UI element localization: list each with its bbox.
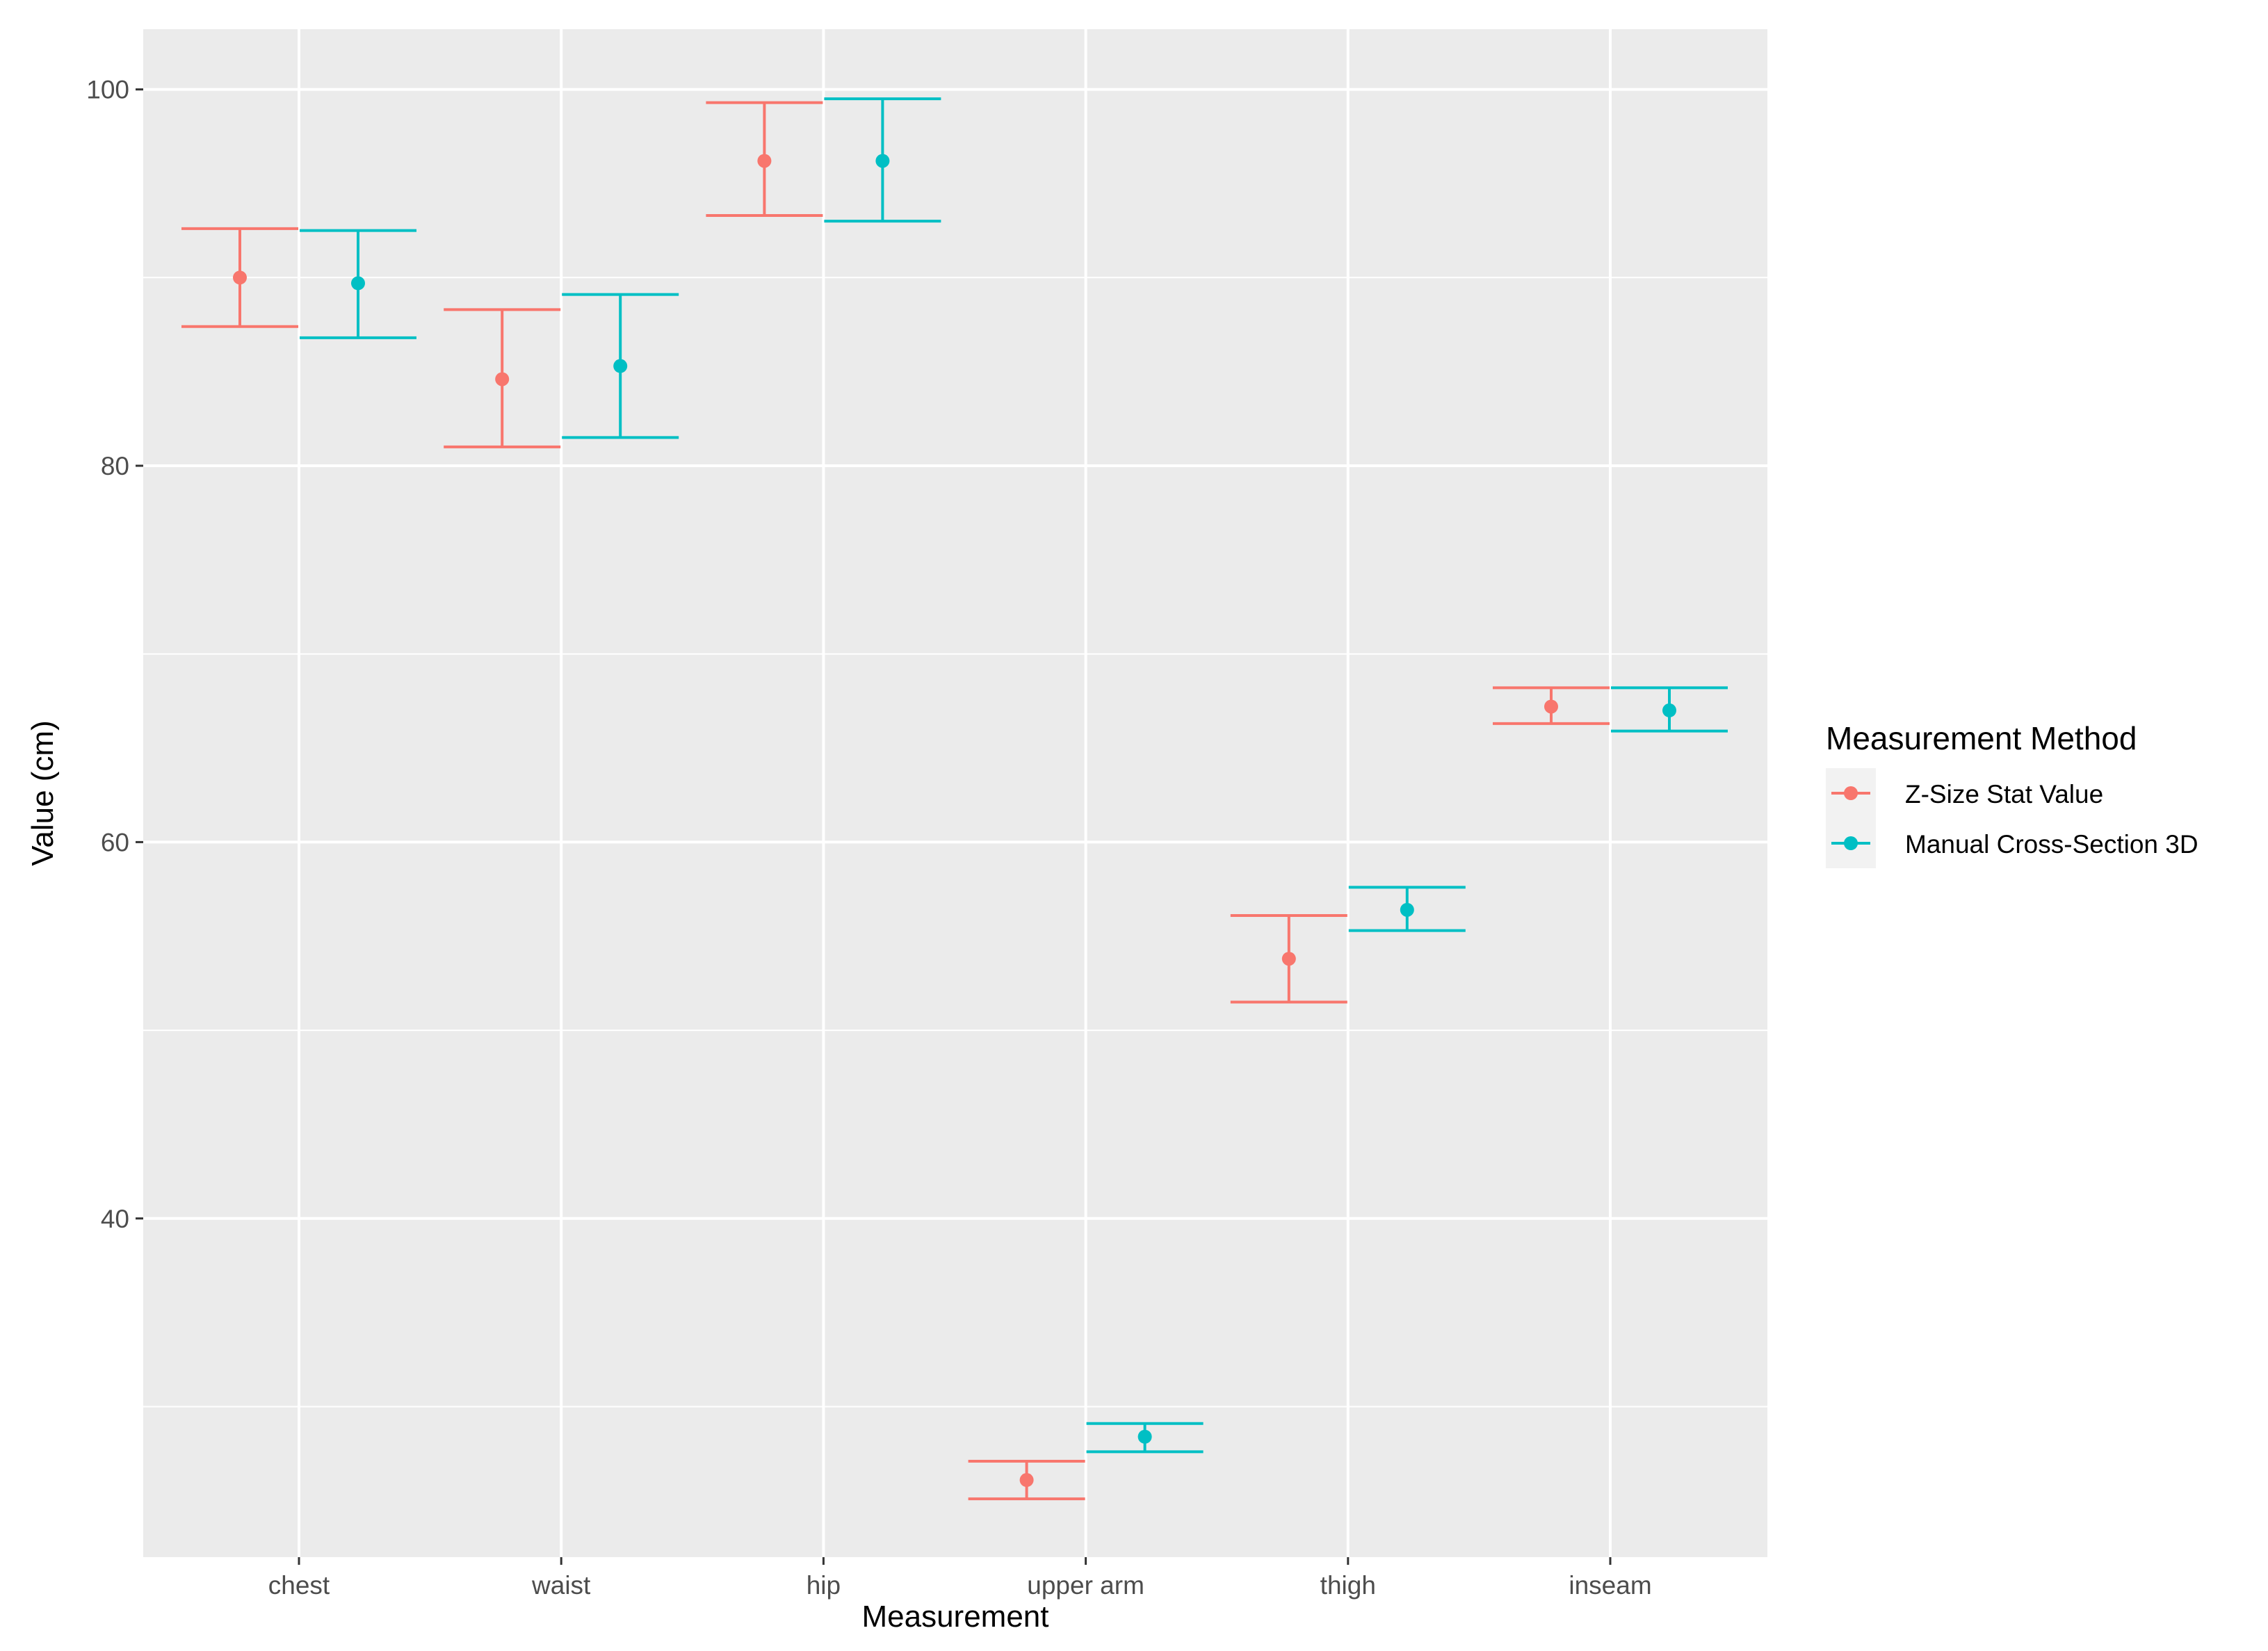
data-point [757, 154, 772, 168]
legend: Measurement Method Z-Size Stat Value Manu… [1826, 720, 2198, 868]
legend-keys: Z-Size Stat Value Manual Cross-Section 3D [1826, 768, 2198, 868]
x-tick-label: hip [807, 1571, 841, 1600]
legend-key-point [1844, 786, 1858, 800]
y-tick-label: 100 [86, 76, 129, 104]
legend-label: Z-Size Stat Value [1905, 780, 2103, 808]
legend-title: Measurement Method [1826, 720, 2137, 756]
legend-key-point [1844, 836, 1858, 850]
data-point [875, 154, 890, 168]
data-point [495, 372, 510, 387]
data-point [351, 276, 365, 291]
x-tick-label: inseam [1569, 1571, 1651, 1600]
data-point [1019, 1473, 1034, 1488]
x-axis: chest waist hip upper arm thigh inseam [268, 1557, 1652, 1600]
panel-background [143, 29, 1767, 1557]
error-bars [181, 97, 1728, 1501]
y-axis: 40 60 80 100 [86, 76, 143, 1233]
data-point [1137, 1429, 1152, 1444]
x-tick-label: thigh [1320, 1571, 1376, 1600]
data-point [613, 359, 628, 373]
x-tick-label: waist [531, 1571, 591, 1600]
y-tick-label: 40 [101, 1205, 129, 1233]
minor-gridlines [143, 277, 1767, 1408]
data-point [1662, 703, 1676, 717]
y-tick-label: 80 [101, 452, 129, 480]
data-point [1281, 952, 1296, 966]
major-gridlines [143, 29, 1767, 1557]
data-point [1544, 699, 1558, 714]
x-axis-title: Measurement [861, 1600, 1048, 1634]
x-tick-label: upper arm [1027, 1571, 1144, 1600]
data-point [233, 270, 247, 285]
y-axis-title: Value (cm) [26, 720, 60, 865]
y-tick-label: 60 [101, 828, 129, 856]
legend-label: Manual Cross-Section 3D [1905, 830, 2198, 859]
x-tick-label: chest [268, 1571, 330, 1600]
data-point [1400, 902, 1414, 917]
